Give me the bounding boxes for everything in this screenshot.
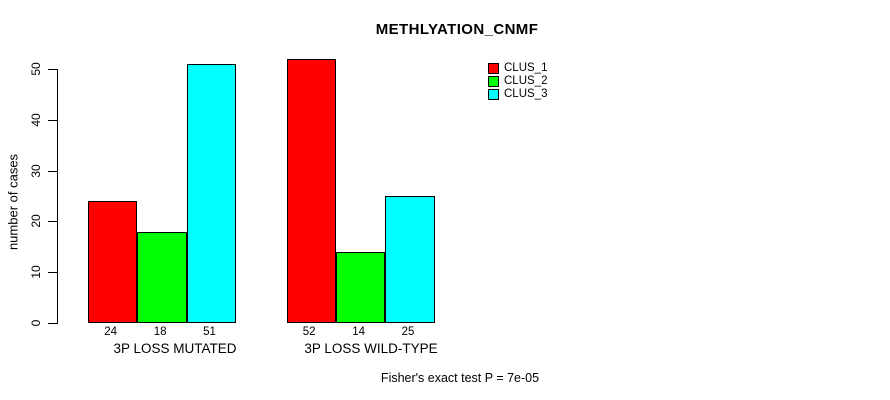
bar-clus_3-2 [385,196,435,323]
bar-value-label: 52 [302,326,316,338]
y-axis-tick [48,69,57,71]
x-category-label: 3P LOSS MUTATED [113,341,237,356]
y-axis-tick [48,221,57,223]
y-axis-tick-label: 0 [29,319,43,327]
y-axis-tick-label: 10 [29,265,43,279]
y-axis-tick [48,119,57,121]
legend-label: CLUS_3 [504,88,548,100]
fisher-test-note: Fisher's exact test P = 7e-05 [380,371,540,385]
legend-swatch-clus_3 [488,89,499,100]
bar-clus_1-2 [286,58,336,323]
y-axis-tick-label: 50 [29,62,43,76]
y-axis-label: number of cases [5,153,21,251]
bar-value-label: 51 [203,326,216,338]
chart-title: METHLYATION_CNMF [375,21,539,38]
legend-swatch-clus_1 [488,63,499,74]
bar-clus_3-1 [186,64,237,323]
y-axis-tick [48,272,57,274]
y-axis-tick [48,323,57,324]
bar-value-label: 24 [104,326,118,338]
y-axis-line [57,69,58,324]
legend-label: CLUS_2 [504,75,548,87]
x-category-label: 3P LOSS WILD-TYPE [304,341,438,356]
bar-clus_2-1 [137,231,187,323]
y-axis-tick-label: 30 [29,164,43,178]
legend-swatch-clus_2 [488,76,499,87]
bar-value-label: 14 [352,326,365,338]
bar-clus_1-1 [88,201,138,323]
y-axis-tick [48,170,57,172]
y-axis-tick-label: 40 [29,113,43,127]
legend-label: CLUS_1 [504,62,548,74]
bar-clus_2-2 [335,251,386,323]
bar-value-label: 25 [401,326,415,338]
bar-value-label: 18 [153,326,167,338]
y-axis-tick-label: 20 [29,214,43,229]
